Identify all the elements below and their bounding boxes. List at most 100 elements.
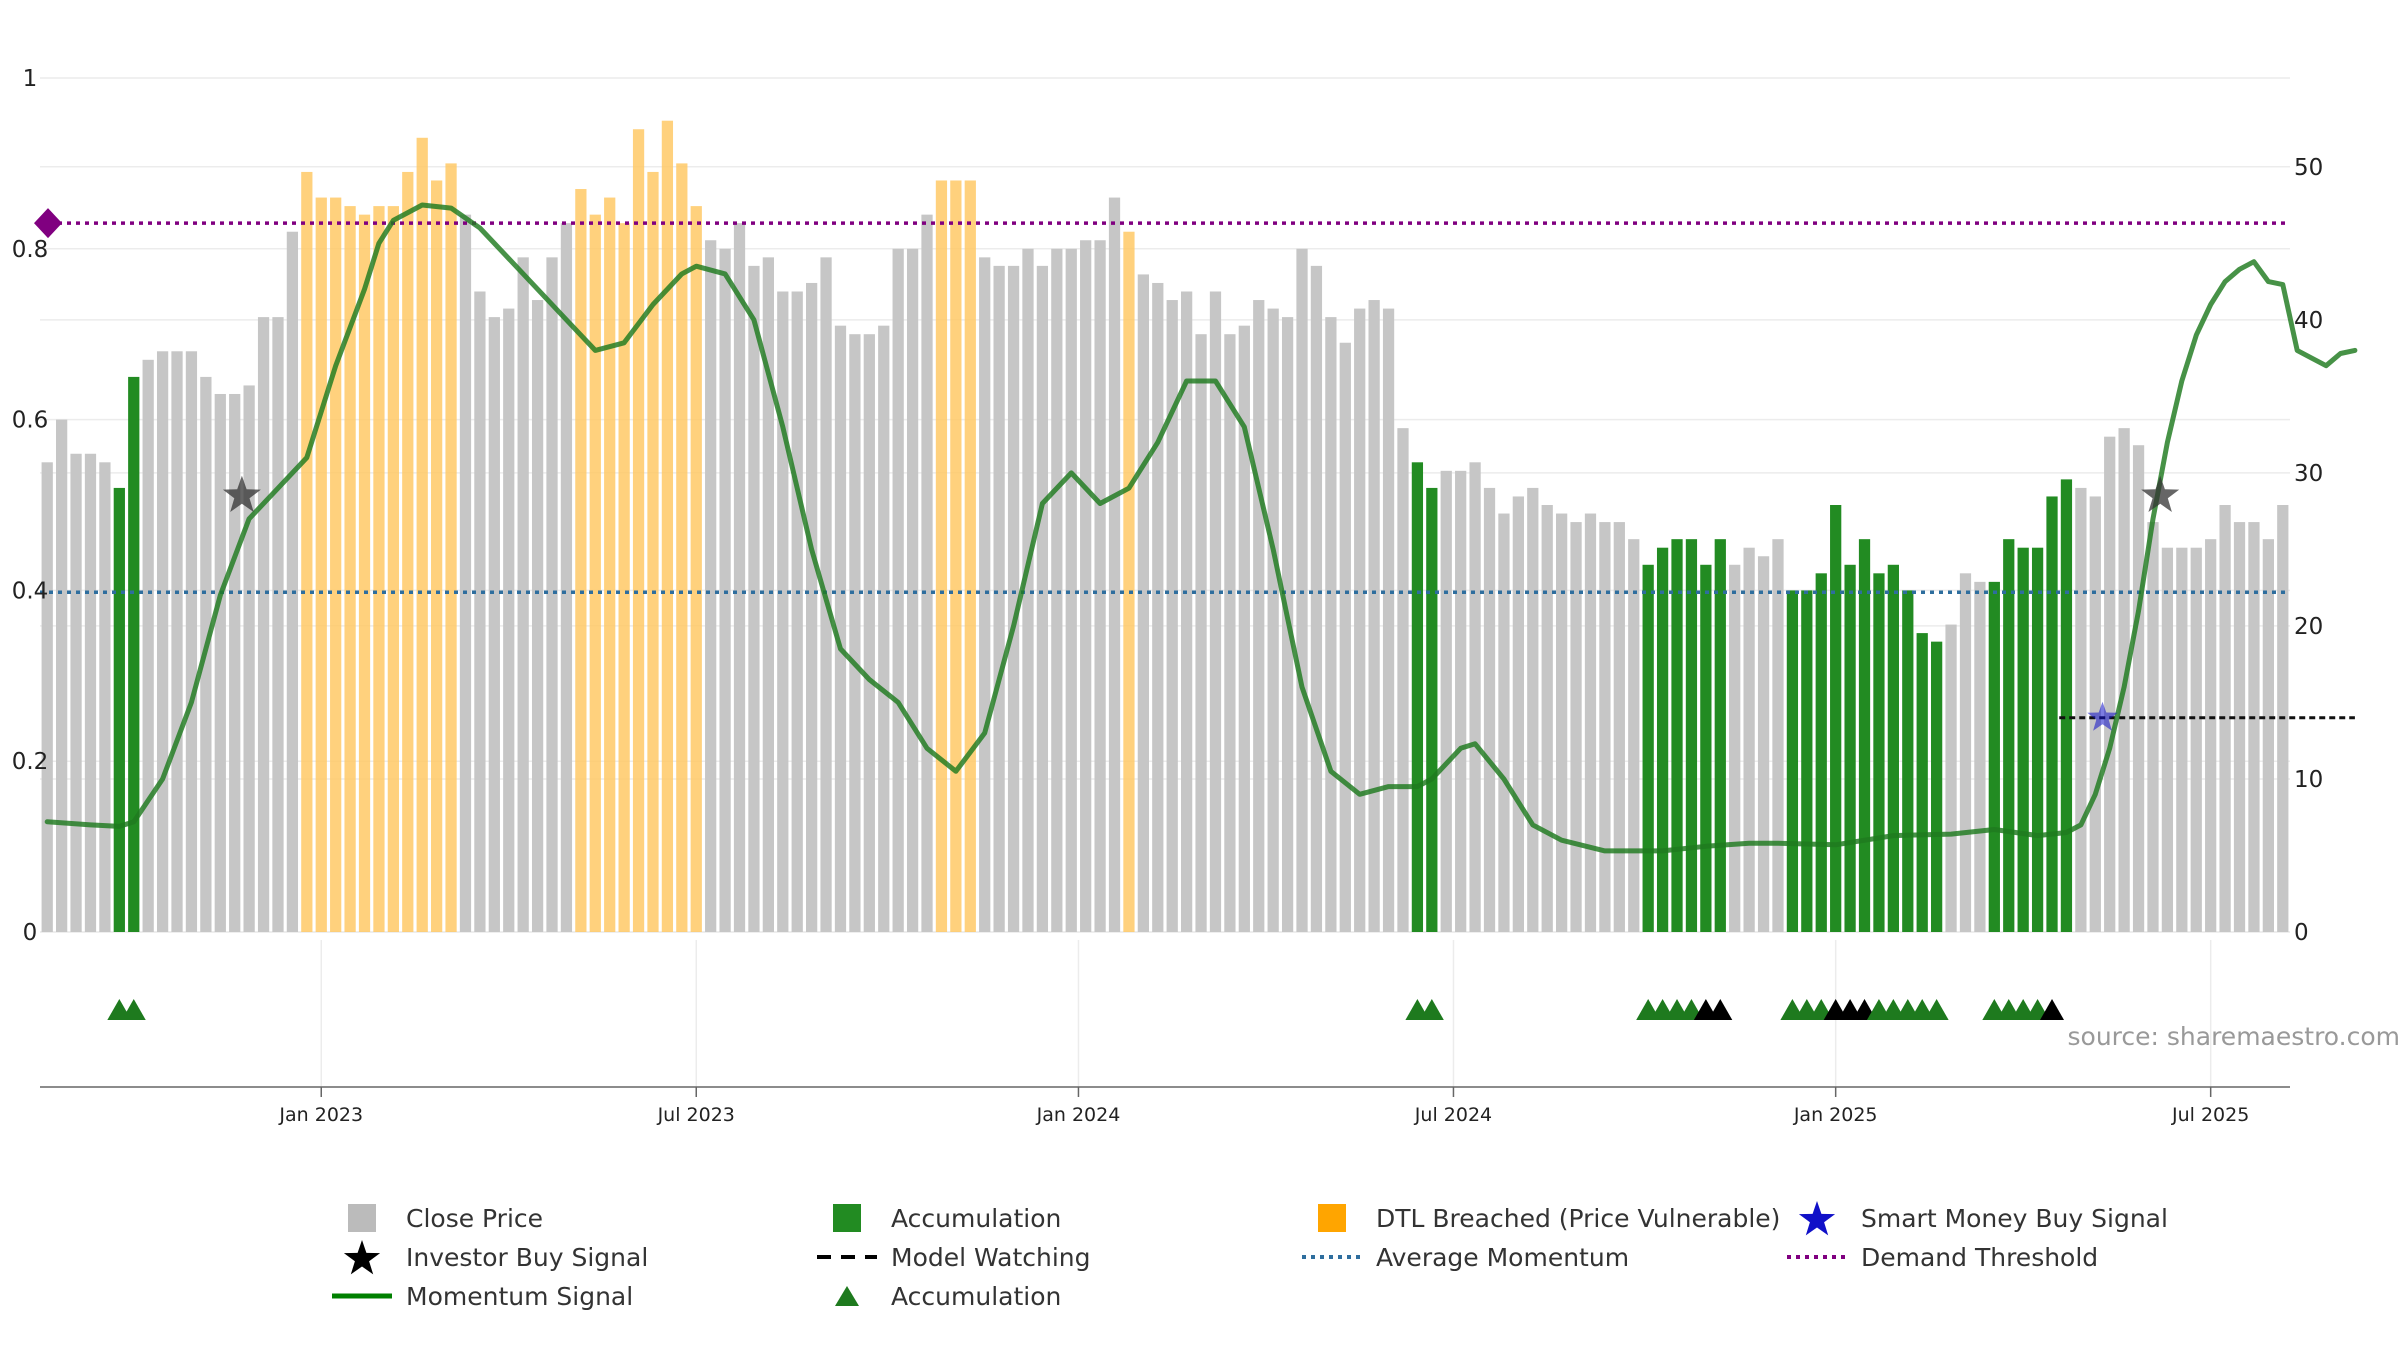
dtl-breached-bar bbox=[589, 214, 601, 932]
accumulation-bar bbox=[113, 487, 125, 932]
close-price-bar bbox=[1209, 291, 1222, 932]
left-tick-label: 1 bbox=[23, 66, 38, 92]
accumulation-triangle bbox=[1419, 999, 1444, 1020]
close-price-bar bbox=[1339, 342, 1351, 932]
source-label: source: sharemaestro.com bbox=[2067, 1022, 2400, 1051]
close-price-bar bbox=[546, 257, 558, 933]
close-price-bar bbox=[214, 393, 226, 933]
close-price-bar bbox=[2147, 522, 2159, 932]
right-tick-label: 40 bbox=[2294, 308, 2323, 334]
close-price-bar bbox=[156, 351, 169, 932]
dtl-breached-bar bbox=[618, 223, 630, 932]
line-series bbox=[40, 202, 2358, 854]
dtl-breached-bar bbox=[330, 197, 342, 932]
close-price-bar bbox=[1354, 308, 1366, 933]
close-price-bar bbox=[1469, 462, 1481, 932]
close-price-bar bbox=[243, 385, 255, 932]
close-price-bar bbox=[863, 334, 875, 932]
dtl-breached-bar bbox=[632, 129, 645, 933]
x-tick-label: Jul 2023 bbox=[657, 1104, 735, 1126]
close-price-bar bbox=[2104, 436, 2116, 932]
accumulation-bar bbox=[2003, 539, 2015, 932]
investor-buy-signal-star bbox=[2141, 475, 2180, 512]
close-price-bar bbox=[1166, 300, 1178, 932]
close-price-bar bbox=[1772, 539, 1784, 932]
close-price-bar bbox=[1498, 513, 1510, 932]
dtl-breached-bar bbox=[676, 163, 688, 932]
left-tick-label: 0.4 bbox=[12, 578, 49, 604]
close-price-bar bbox=[1108, 197, 1121, 932]
close-price-bar bbox=[474, 291, 486, 932]
accumulation-bar bbox=[1916, 633, 1928, 932]
close-price-bar bbox=[503, 308, 515, 933]
close-price-bar bbox=[1455, 470, 1467, 932]
accumulation-bar bbox=[2060, 479, 2073, 932]
close-price-bar bbox=[2190, 547, 2202, 932]
dtl-breached-bar bbox=[431, 180, 443, 933]
close-price-bar bbox=[56, 419, 68, 933]
close-price-bar bbox=[1094, 240, 1106, 932]
smart-money-buy-signal-star bbox=[2087, 701, 2118, 731]
x-tick-label: Jul 2024 bbox=[1414, 1104, 1492, 1126]
momentum-signal-line bbox=[44, 202, 2358, 854]
close-price-bar bbox=[834, 325, 847, 932]
close-price-bar bbox=[1974, 581, 1986, 932]
close-price-bar bbox=[1382, 308, 1395, 933]
accumulation-bar bbox=[1887, 564, 1899, 932]
close-price-bar bbox=[1065, 248, 1077, 933]
accumulation-bar bbox=[1685, 539, 1698, 932]
close-price-bar bbox=[272, 317, 284, 932]
close-price-bar bbox=[1397, 428, 1409, 932]
close-price-bar bbox=[791, 291, 803, 932]
dtl-breached-bar bbox=[373, 206, 385, 933]
close-price-bar bbox=[1080, 240, 1092, 932]
accumulation-bar bbox=[1988, 581, 2000, 932]
close-price-bar bbox=[2176, 547, 2188, 932]
close-price-bar bbox=[517, 257, 529, 933]
close-price-bar bbox=[171, 351, 183, 932]
accumulation-bar bbox=[2017, 547, 2029, 932]
investor-buy-signal-star bbox=[222, 475, 261, 512]
close-price-bar bbox=[560, 223, 573, 932]
dtl-breached-bar bbox=[935, 180, 948, 933]
close-price-bar bbox=[1152, 282, 1164, 933]
close-price-bar bbox=[1325, 317, 1337, 932]
accumulation-bar bbox=[1902, 590, 1914, 932]
left-tick-label: 0.2 bbox=[12, 749, 49, 775]
close-price-bar bbox=[1036, 265, 1049, 932]
dtl-breached-bar bbox=[604, 197, 616, 932]
close-price-bar bbox=[719, 248, 731, 933]
close-price-bar bbox=[1757, 556, 1770, 932]
left-tick-label: 0.6 bbox=[12, 408, 49, 434]
accumulation-bar bbox=[2046, 496, 2058, 932]
dtl-breached-bar bbox=[575, 189, 587, 932]
accumulation-bar bbox=[1426, 487, 1438, 932]
close-price-bar bbox=[1556, 513, 1568, 932]
close-price-bar bbox=[979, 257, 991, 933]
accumulation-bar bbox=[1931, 641, 1943, 932]
right-tick-label: 30 bbox=[2294, 461, 2323, 487]
close-price-bar bbox=[921, 214, 933, 932]
close-price-bar bbox=[1729, 564, 1741, 932]
close-price-bar bbox=[777, 291, 789, 932]
close-price-bar bbox=[1743, 547, 1755, 932]
close-price-bar bbox=[2233, 522, 2246, 932]
close-price-bar bbox=[286, 231, 299, 933]
close-price-bar bbox=[748, 265, 760, 932]
close-price-bar bbox=[1959, 573, 1972, 932]
dtl-breached-bar bbox=[950, 180, 962, 933]
close-price-bar bbox=[1310, 265, 1323, 932]
close-price-bar bbox=[849, 334, 861, 932]
dtl-breached-bar bbox=[315, 197, 327, 932]
x-tick-label: Jan 2025 bbox=[1793, 1104, 1878, 1126]
close-price-bar bbox=[1195, 334, 1207, 932]
close-price-bar bbox=[806, 282, 818, 933]
close-price-bar bbox=[1440, 470, 1452, 932]
accumulation-bar bbox=[1801, 590, 1813, 932]
close-price-bar bbox=[1296, 248, 1308, 933]
close-price-bar bbox=[99, 462, 111, 932]
close-price-bar bbox=[229, 393, 241, 933]
close-price-bar bbox=[892, 248, 904, 933]
close-price-bar bbox=[993, 265, 1005, 932]
